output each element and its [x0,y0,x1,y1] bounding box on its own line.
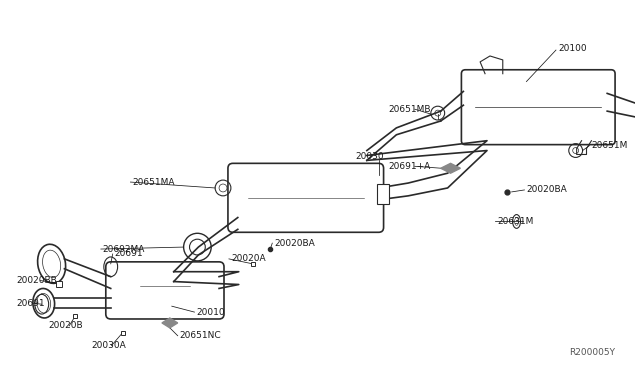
Polygon shape [162,318,178,328]
Text: 20020A: 20020A [231,254,266,263]
FancyBboxPatch shape [106,262,224,319]
Text: 20691+A: 20691+A [388,162,431,171]
Bar [377,184,388,204]
Text: 20651MA: 20651MA [132,177,175,187]
Text: 20020BB: 20020BB [16,276,57,285]
Text: 20691: 20691 [16,299,45,308]
Text: 20651NC: 20651NC [180,331,221,340]
Text: R200005Y: R200005Y [569,349,615,357]
Text: 20030: 20030 [355,152,383,161]
Text: 20651M: 20651M [591,141,628,150]
Text: 20020BA: 20020BA [527,185,567,195]
Text: 20030A: 20030A [91,341,126,350]
Text: 20692MA: 20692MA [103,244,145,254]
FancyBboxPatch shape [228,163,383,232]
Text: 20020B: 20020B [49,321,83,330]
Text: 20010: 20010 [196,308,225,317]
Text: 20631M: 20631M [497,217,533,226]
Text: 20691: 20691 [115,250,143,259]
Polygon shape [441,163,460,173]
Text: 20020BA: 20020BA [274,238,315,248]
Text: 20100: 20100 [558,44,587,52]
Text: 20651MB: 20651MB [388,105,431,114]
FancyBboxPatch shape [461,70,615,145]
